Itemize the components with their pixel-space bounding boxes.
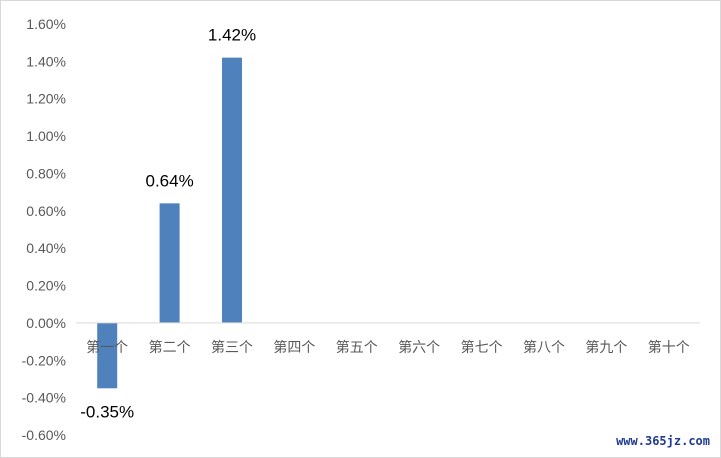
watermark-text: www.365jz.com — [616, 434, 710, 448]
x-tick-label: 第四个 — [273, 339, 315, 356]
x-tick-label: 第十个 — [648, 339, 690, 356]
x-tick-label: 第三个 — [211, 339, 253, 356]
y-tick-label: 0.60% — [26, 203, 66, 219]
x-tick-label: 第七个 — [461, 339, 503, 356]
y-tick-label: -0.40% — [22, 390, 66, 406]
x-tick-label: 第六个 — [398, 339, 440, 356]
y-tick-label: 1.00% — [26, 128, 66, 144]
y-tick-label: -0.60% — [22, 427, 66, 443]
data-label: 1.42% — [208, 26, 256, 45]
data-label: -0.35% — [80, 402, 134, 421]
y-tick-label: 0.00% — [26, 315, 66, 331]
data-labels: -0.35% 0.64% 1.42% — [80, 26, 256, 422]
y-tick-label: 1.20% — [26, 91, 66, 107]
bar — [159, 203, 180, 323]
y-tick-label: -0.20% — [22, 352, 66, 368]
y-tick-label: 0.20% — [26, 278, 66, 294]
bar-series — [97, 57, 242, 389]
bar — [222, 57, 242, 323]
x-axis: 第一个 第二个 第三个 第四个 第五个 第六个 第七个 第八个 第九个 第十个 — [76, 322, 700, 356]
data-label: 0.64% — [145, 171, 193, 190]
y-tick-label: 1.60% — [26, 16, 66, 32]
y-tick-label: 0.80% — [26, 165, 66, 181]
y-axis: 1.60% 1.40% 1.20% 1.00% 0.80% 0.60% 0.40% 0.20%… — [22, 16, 66, 443]
y-tick-label: 1.40% — [26, 53, 66, 69]
x-tick-label: 第八个 — [523, 339, 565, 356]
x-tick-label: 第二个 — [149, 339, 191, 356]
bar — [97, 322, 118, 389]
x-tick-label: 第五个 — [336, 339, 378, 356]
y-tick-label: 0.40% — [26, 240, 66, 256]
x-tick-label: 第一个 — [86, 339, 128, 356]
x-tick-label: 第九个 — [585, 339, 627, 356]
